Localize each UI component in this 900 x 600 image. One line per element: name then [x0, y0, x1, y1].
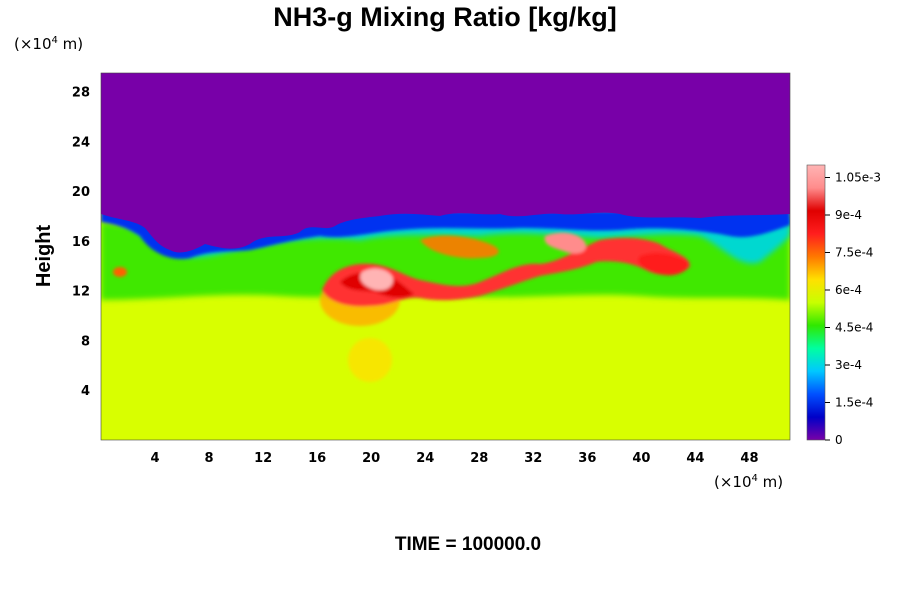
red-filament-1: [322, 237, 690, 307]
svg-text:(×104 m): (×104 m): [714, 473, 783, 491]
colorbar-tick-label: 1.5e-4: [835, 396, 873, 410]
x-tick-label: 16: [308, 451, 326, 466]
x-tick-label: 44: [686, 451, 704, 466]
y-axis-label: Height: [33, 225, 55, 288]
colorbar-ramp: [806, 164, 826, 441]
y-tick-label: 16: [72, 235, 90, 250]
x-unit-label: (×104 m): [714, 473, 783, 491]
colorbar-tick-label: 3e-4: [835, 358, 862, 372]
y-tick-label: 12: [72, 285, 90, 300]
y-tick-label: 8: [81, 334, 90, 349]
x-ticks: 4 8 12 16 20 24 28 32 36 40 44 48: [151, 451, 759, 466]
x-tick-label: 4: [151, 451, 160, 466]
plot-frame: [100, 72, 791, 441]
y-tick-label: 4: [81, 384, 90, 399]
x-tick-label: 36: [578, 451, 596, 466]
x-tick-label: 20: [362, 451, 380, 466]
colorbar-tick-label: 7.5e-4: [835, 246, 873, 260]
heatmap-field: [101, 73, 790, 440]
x-tick-label: 32: [524, 451, 542, 466]
x-tick-label: 24: [416, 451, 434, 466]
svg-text:(×104 m): (×104 m): [14, 35, 83, 53]
colorbar-tick-label: 0: [835, 433, 843, 447]
chart-title: NH3-g Mixing Ratio [kg/kg]: [273, 2, 617, 32]
colorbar-tick-label: 4.5e-4: [835, 321, 873, 335]
x-tick-label: 28: [470, 451, 488, 466]
x-tick-label: 40: [632, 451, 650, 466]
time-annotation: TIME = 100000.0: [395, 534, 541, 555]
colorbar-tick-label: 9e-4: [835, 208, 862, 222]
upper-layer: [101, 73, 790, 253]
y-tick-label: 24: [72, 135, 90, 150]
y-tick-label: 20: [72, 185, 90, 200]
colorbar-tick-label: 6e-4: [835, 283, 862, 297]
y-unit-label: (×104 m): [14, 35, 83, 53]
colorbar-tick-label: 1.05e-3: [835, 171, 881, 185]
colorbar: [806, 164, 826, 441]
pink-core: [360, 268, 394, 291]
x-tick-label: 8: [205, 451, 214, 466]
y-tick-label: 28: [72, 86, 90, 101]
x-tick-label: 12: [254, 451, 272, 466]
x-tick-label: 48: [740, 451, 758, 466]
colorbar-ticks: 0 1.5e-4 3e-4 4.5e-4 6e-4 7.5e-4 9e-4 1.05e-3: [825, 171, 881, 447]
y-ticks: 4 8 12 16 20 24 28: [72, 86, 90, 400]
